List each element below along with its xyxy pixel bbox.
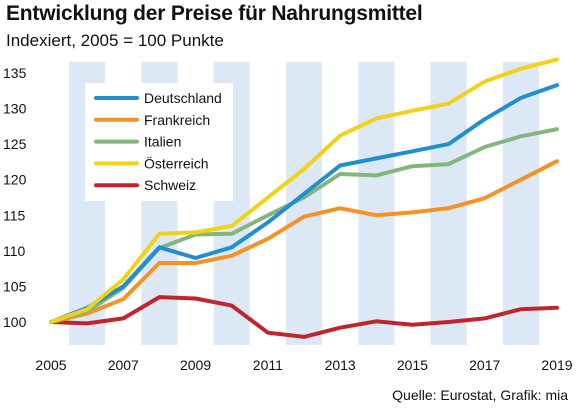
source-note: Quelle: Eurostat, Grafik: mia	[392, 387, 568, 403]
series-line-sterreich	[49, 57, 559, 324]
series-line-deutschland	[49, 83, 559, 324]
y-tick-label: 125	[3, 136, 27, 152]
series-line-schweiz	[49, 295, 559, 339]
x-tick-label: 2015	[397, 357, 428, 373]
x-tick-label: 2019	[541, 357, 572, 373]
grid-band	[502, 62, 539, 345]
y-tick-label: 100	[3, 314, 27, 330]
x-tick-label: 2009	[180, 357, 211, 373]
legend-label: Schweiz	[144, 177, 196, 193]
legend-label: Frankreich	[144, 112, 210, 128]
legend-label: Deutschland	[144, 90, 222, 106]
x-tick-label: 2011	[253, 357, 283, 373]
grid-bands	[69, 62, 539, 345]
grid-band	[358, 62, 395, 345]
legend: Deutschland Frankreich Italien Österreich Sc…	[85, 83, 233, 201]
series-line-frankreich	[49, 159, 559, 324]
x-tick-label: 2007	[108, 357, 139, 373]
legend-label: Italien	[144, 134, 181, 150]
y-tick-label: 135	[3, 65, 27, 81]
series-lines	[49, 57, 559, 339]
y-tick-label: 105	[3, 278, 27, 294]
chart-subtitle: Indexiert, 2005 = 100 Punkte	[6, 31, 224, 50]
y-tick-label: 120	[3, 172, 27, 188]
x-axis-ticks: 2005 2007 2009 2011 2013 2015 2017 2019	[35, 357, 572, 373]
x-tick-label: 2013	[325, 357, 356, 373]
legend-label: Österreich	[144, 154, 209, 171]
y-axis-ticks: 100 105 110 115 120 125 130 135	[3, 65, 27, 330]
chart-title: Entwicklung der Preise für Nahrungsmitte…	[6, 2, 423, 25]
x-tick-label: 2005	[35, 357, 66, 373]
y-tick-label: 115	[3, 207, 26, 223]
x-tick-label: 2017	[469, 357, 500, 373]
y-tick-label: 110	[3, 243, 26, 259]
y-tick-label: 130	[3, 101, 27, 117]
